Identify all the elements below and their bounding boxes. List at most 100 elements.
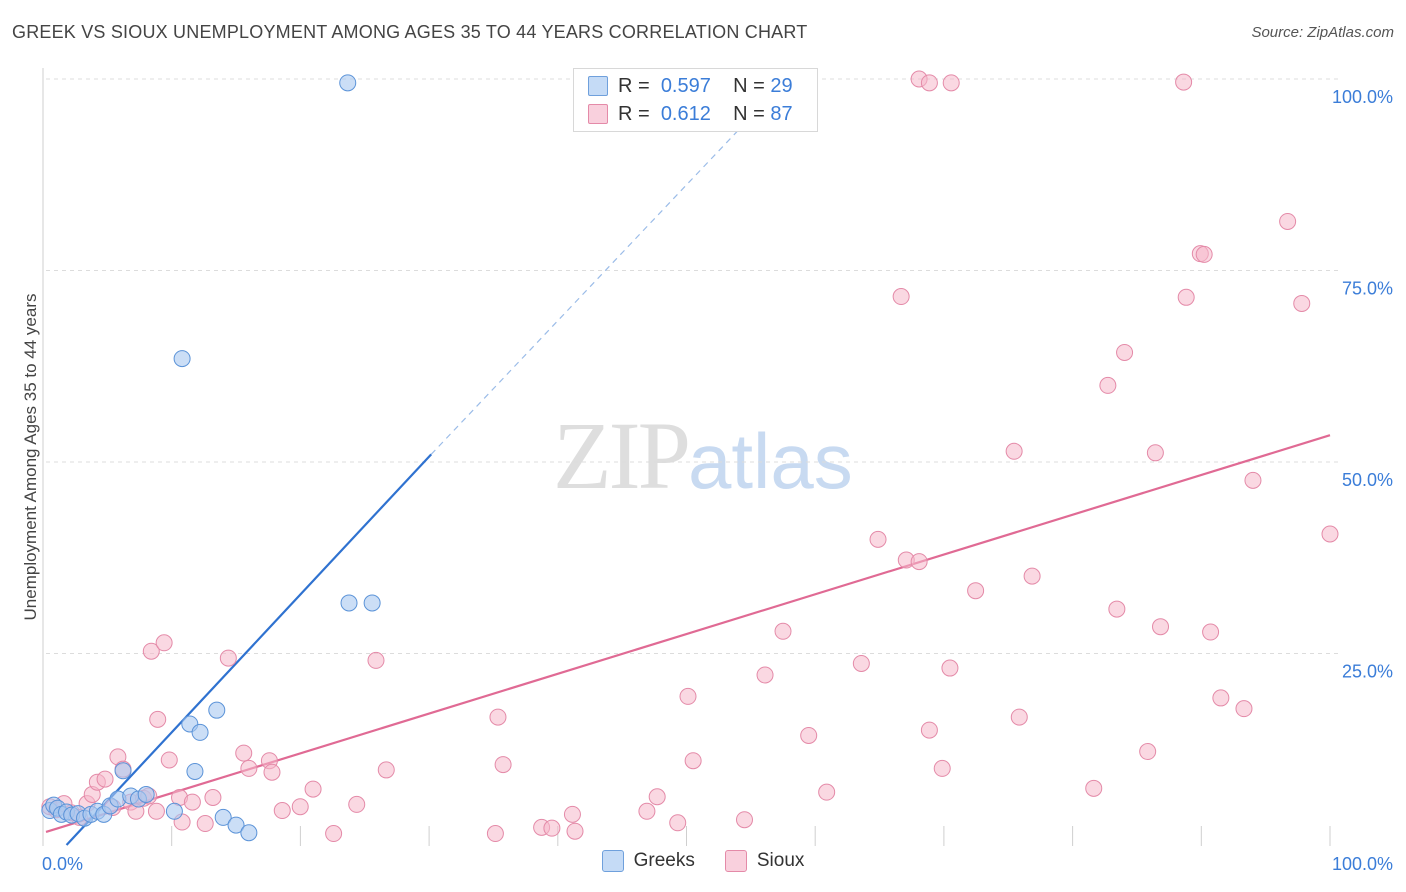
greeks-point	[240, 824, 258, 842]
sioux-point	[240, 759, 258, 777]
legend-swatch-sioux	[588, 104, 608, 124]
greeks-point	[340, 594, 358, 612]
sioux-point	[367, 651, 385, 669]
sioux-point	[1177, 288, 1195, 306]
sioux-point	[142, 642, 160, 660]
sioux-point	[1023, 567, 1041, 585]
legend-swatch-sioux	[724, 850, 747, 872]
sioux-point	[149, 710, 167, 728]
sioux-point	[942, 74, 960, 92]
sioux-point	[933, 759, 951, 777]
grid	[46, 78, 1340, 654]
sioux-point	[1321, 525, 1339, 543]
sioux-point	[489, 708, 507, 726]
sioux-point	[543, 819, 561, 837]
sioux-point	[869, 530, 887, 548]
greeks-point	[339, 74, 357, 92]
y-tick-label: 50.0%	[1342, 470, 1393, 490]
sioux-point	[1085, 779, 1103, 797]
series-legend: Greeks Sioux	[0, 850, 1406, 872]
sioux-point	[1005, 442, 1023, 460]
legend-n-value: 87	[770, 102, 793, 125]
greeks-point	[137, 785, 155, 803]
watermark-zip: ZIP	[553, 402, 691, 509]
legend-swatch-greeks	[601, 850, 624, 872]
legend-row-sioux: R = 0.612 N = 87	[588, 101, 793, 127]
sioux-point	[196, 815, 214, 833]
legend-n-label: N =	[733, 102, 765, 125]
sioux-point	[1202, 623, 1220, 641]
sioux-point	[1175, 73, 1193, 91]
legend-r-value: 0.597	[660, 74, 711, 97]
sioux-point	[1139, 743, 1157, 761]
legend-r-label: R =	[618, 74, 650, 97]
sioux-point	[684, 752, 702, 770]
sioux-point	[679, 687, 697, 705]
legend-r-value: 0.612	[660, 102, 711, 125]
watermark: ZIPatlas	[553, 400, 853, 511]
sioux-point	[756, 666, 774, 684]
sioux-point	[669, 814, 687, 832]
axes	[42, 68, 1331, 846]
sioux-point	[920, 74, 938, 92]
y-tick-label: 25.0%	[1342, 662, 1393, 682]
sioux-point	[377, 761, 395, 779]
sioux-point	[348, 795, 366, 813]
sioux-point	[1235, 700, 1253, 718]
sioux-point	[892, 288, 910, 306]
sioux-point	[638, 802, 656, 820]
legend-label-sioux: Sioux	[756, 850, 805, 871]
legend-row-greeks: R = 0.597 N = 29	[588, 73, 793, 99]
sioux-point	[818, 783, 836, 801]
greeks-point	[208, 701, 226, 719]
greeks-point	[227, 816, 245, 834]
sioux-point	[1244, 471, 1262, 489]
sioux-point	[648, 788, 666, 806]
sioux-point	[1195, 245, 1213, 263]
sioux-point	[941, 659, 959, 677]
source-credit: Source: ZipAtlas.com	[1251, 24, 1394, 41]
sioux-point	[183, 793, 201, 811]
sioux-point	[774, 622, 792, 640]
x-tick-label: 100.0%	[1332, 854, 1393, 874]
sioux-point	[1108, 600, 1126, 618]
sioux-point	[910, 553, 928, 571]
y-tick-label: 75.0%	[1342, 279, 1393, 299]
greeks-point	[186, 762, 204, 780]
legend-r-label: R =	[618, 102, 650, 125]
sioux-point	[1152, 618, 1170, 636]
sioux-point	[1116, 343, 1134, 361]
sioux-point	[96, 770, 114, 788]
greeks-point	[191, 723, 209, 741]
sioux-point	[494, 756, 512, 774]
sioux-point	[563, 805, 581, 823]
sioux-point	[160, 751, 178, 769]
sioux-trend-line	[45, 434, 1331, 834]
sioux-point	[291, 798, 309, 816]
sioux-point	[147, 802, 165, 820]
greeks-point	[114, 762, 132, 780]
greeks-point	[363, 594, 381, 612]
x-tick-label: 0.0%	[42, 854, 83, 874]
sioux-point	[325, 825, 343, 843]
legend-n-label: N =	[733, 74, 765, 97]
sioux-point	[967, 582, 985, 600]
sioux-point	[852, 654, 870, 672]
trend-lines	[45, 101, 1331, 846]
greeks-point	[214, 808, 232, 826]
sioux-point	[800, 726, 818, 744]
sioux-point	[566, 822, 584, 840]
sioux-point	[219, 649, 237, 667]
sioux-point	[304, 780, 322, 798]
sioux-point	[486, 825, 504, 843]
legend-n-value: 29	[770, 74, 793, 97]
sioux-point	[155, 634, 173, 652]
sioux-point	[1146, 444, 1164, 462]
sioux-point	[235, 744, 253, 762]
y-axis-title: Unemployment Among Ages 35 to 44 years	[21, 294, 40, 621]
greeks-point	[173, 350, 191, 368]
data-points	[41, 70, 1339, 843]
sioux-point	[920, 721, 938, 739]
greeks-trend-line	[65, 453, 433, 846]
